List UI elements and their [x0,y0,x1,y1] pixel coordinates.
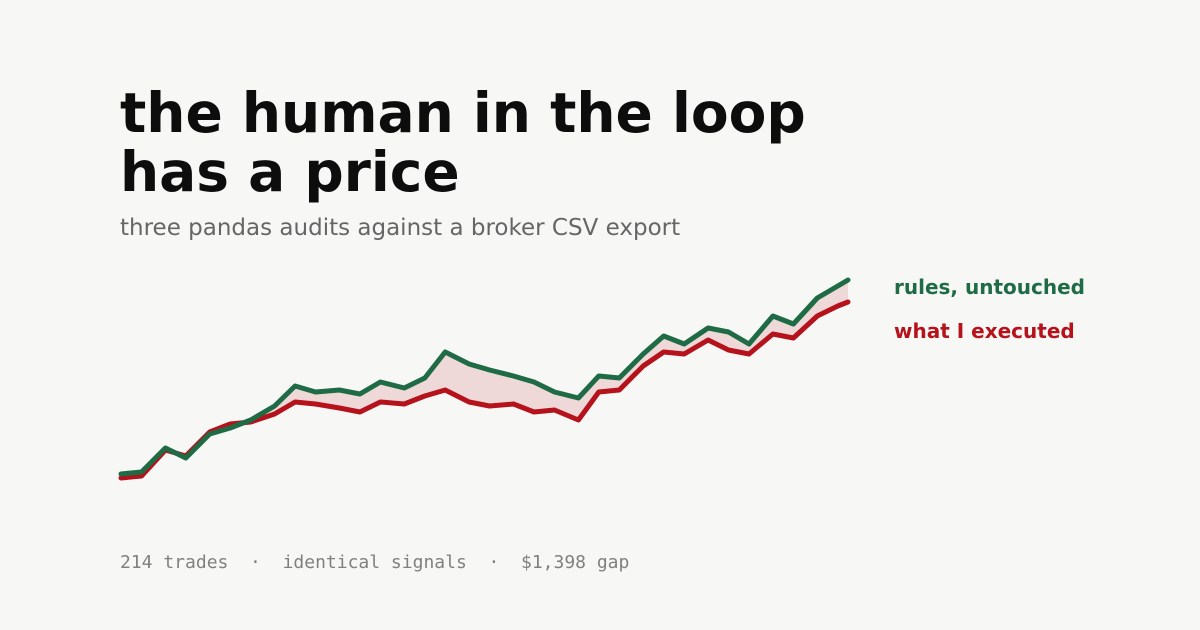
title-line-1: the human in the loop [120,81,806,145]
footer-trades: 214 trades [120,552,229,573]
gap-area [121,280,848,478]
footer-stats: 214 trades · identical signals · $1,398 … [120,551,629,575]
footer-separator: · [466,552,521,573]
legend-rules: rules, untouched [894,275,1085,299]
subtitle: three pandas audits against a broker CSV… [120,215,681,241]
legend-executed: what I executed [894,319,1075,343]
footer-gap: $1,398 gap [520,552,630,573]
footer-separator: · [228,552,283,573]
title-line-2: has a price [120,140,460,204]
page-title: the human in the loop has a price [120,84,1020,202]
series-line-rules [118,277,851,477]
footer-signals: identical signals [282,552,467,573]
